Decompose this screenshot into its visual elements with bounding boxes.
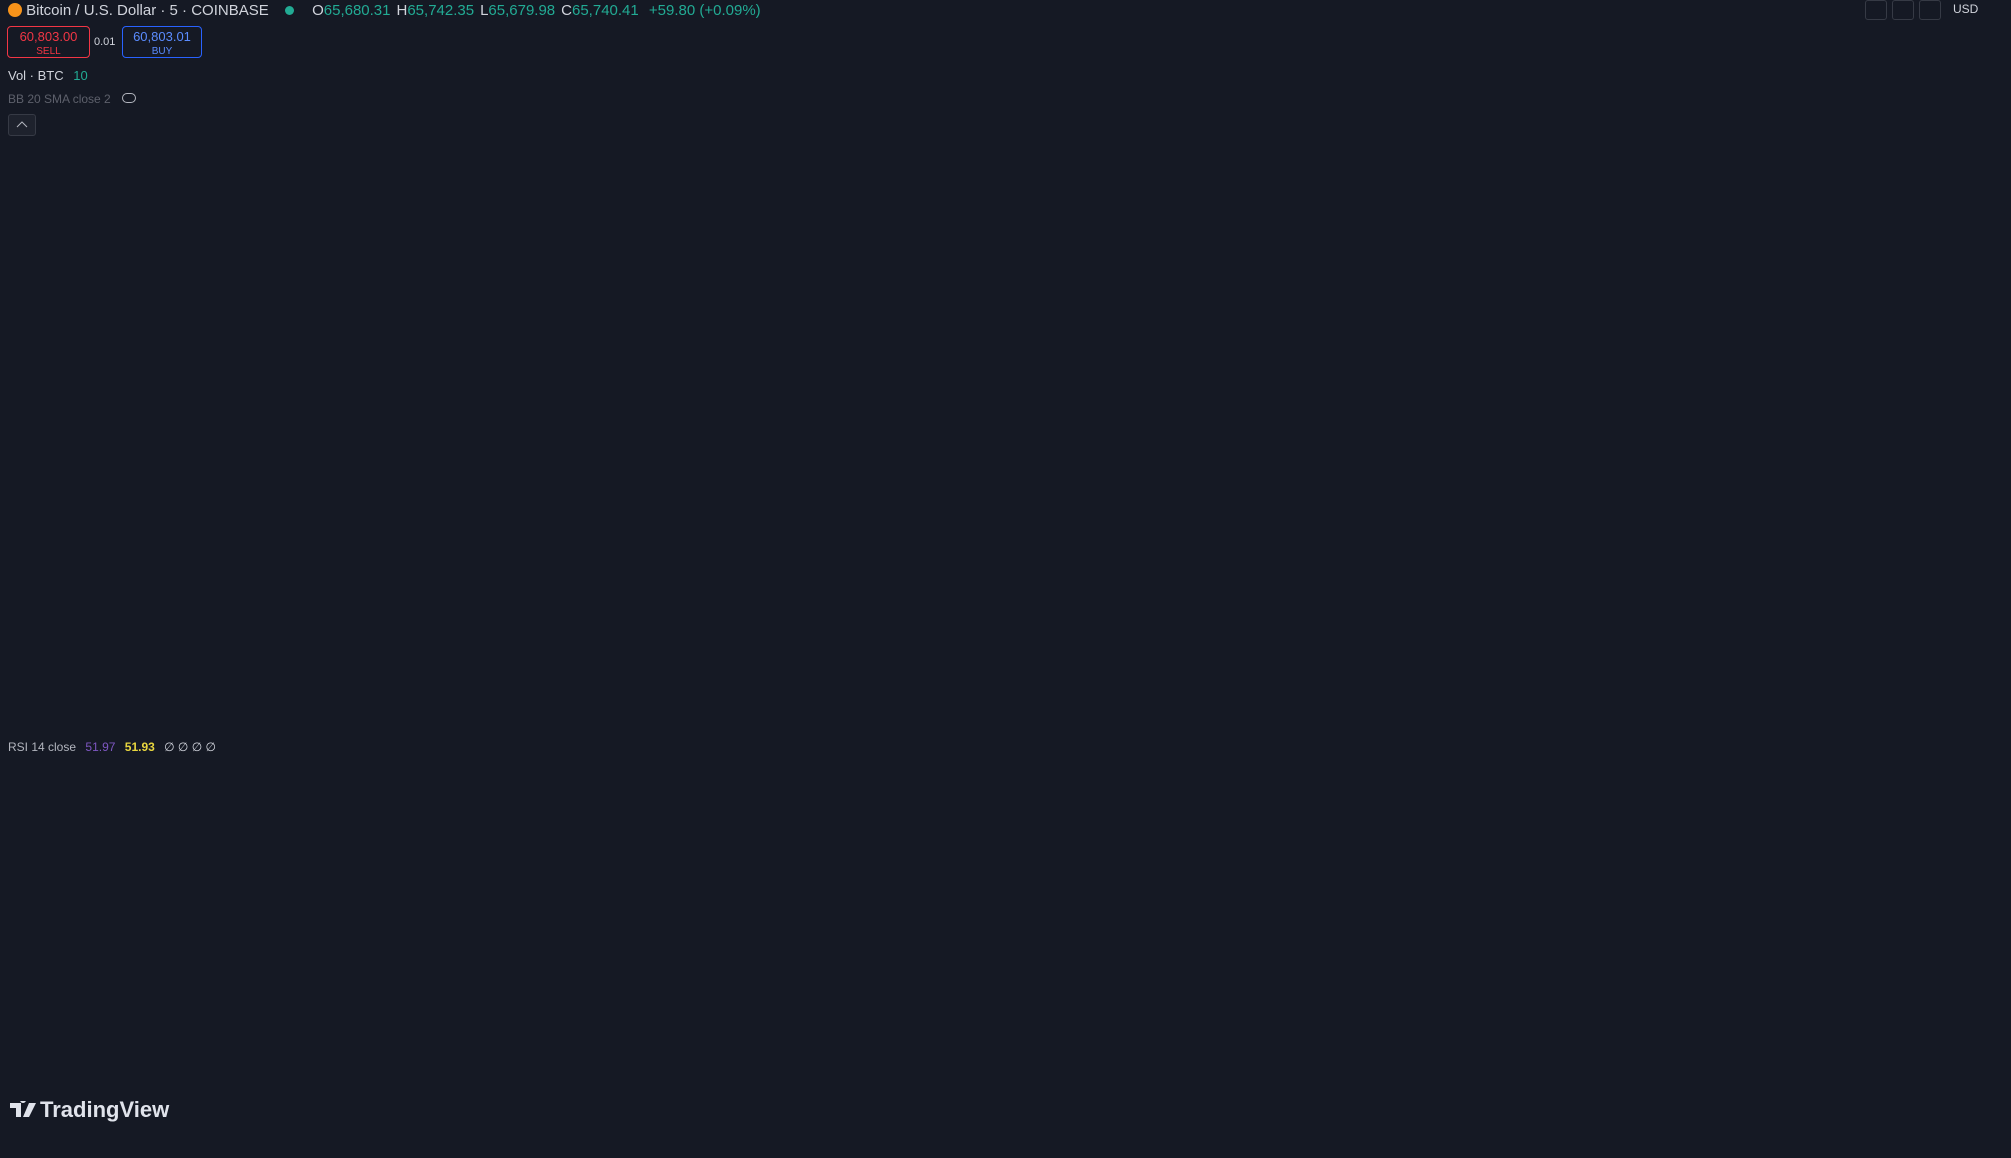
ohlc-key: H — [396, 2, 408, 19]
collapse-button[interactable] — [8, 114, 36, 136]
rsi-title: RSI 14 close — [8, 740, 77, 754]
sell-label: SELL — [36, 46, 61, 57]
volume-value: 10 — [73, 68, 88, 83]
bb-legend: BB 20 SMA close 2 — [8, 92, 137, 106]
ohlc-key: C — [561, 2, 572, 19]
tool-button[interactable] — [1919, 0, 1941, 20]
logo-text: TradingView — [40, 1097, 170, 1122]
caret — [16, 121, 28, 128]
buy-price: 60,803.01 — [133, 29, 191, 44]
tool-button[interactable] — [1865, 0, 1887, 20]
rsi-value: 51.97 — [85, 740, 116, 754]
volume-legend: Vol · BTC 10 — [8, 68, 88, 83]
currency[interactable]: USD — [1953, 2, 1979, 16]
toolbar — [1865, 0, 1941, 20]
ohlc-value: 65,742.35 — [407, 2, 475, 19]
sell-price: 60,803.00 — [19, 29, 78, 44]
logo: TradingView — [10, 1097, 169, 1123]
bb-name: BB 20 SMA close 2 — [8, 92, 111, 106]
ohlc: O65,680.31 H65,742.35 L65,679.98 C65,740.41 — [312, 2, 645, 19]
rsi-extra: ∅ ∅ ∅ ∅ — [164, 740, 216, 754]
volume-name: Vol · BTC — [8, 68, 64, 83]
ohlc-key: L — [480, 2, 489, 19]
logo-mark — [10, 1097, 36, 1117]
ohlc-value: 65,680.31 — [323, 2, 391, 19]
symbol-icon — [8, 3, 22, 17]
ohlc-value: 65,679.98 — [488, 2, 556, 19]
buy-label: BUY — [151, 46, 173, 57]
ohlc-key: O — [312, 2, 324, 19]
symbol-header: Bitcoin / U.S. Dollar · 5 · COINBASE O65… — [8, 2, 761, 19]
ohlc-value: 65,740.41 — [572, 2, 639, 19]
sell-button[interactable]: 60,803.00 SELL — [7, 26, 90, 58]
tool-button[interactable] — [1892, 0, 1914, 20]
market-status — [284, 6, 294, 15]
symbol-name[interactable]: Bitcoin / U.S. Dollar · 5 · COINBASE — [26, 2, 269, 19]
rsi-legend: RSI 14 close 51.97 51.93 ∅ ∅ ∅ ∅ — [8, 740, 216, 754]
quantity[interactable]: 0.01 — [94, 36, 116, 48]
buy-button[interactable]: 60,803.01 BUY — [122, 26, 202, 58]
rsi-ma-value: 51.93 — [124, 740, 155, 754]
hide-icon[interactable] — [122, 93, 137, 103]
change: +59.80 (+0.09%) — [648, 2, 761, 19]
